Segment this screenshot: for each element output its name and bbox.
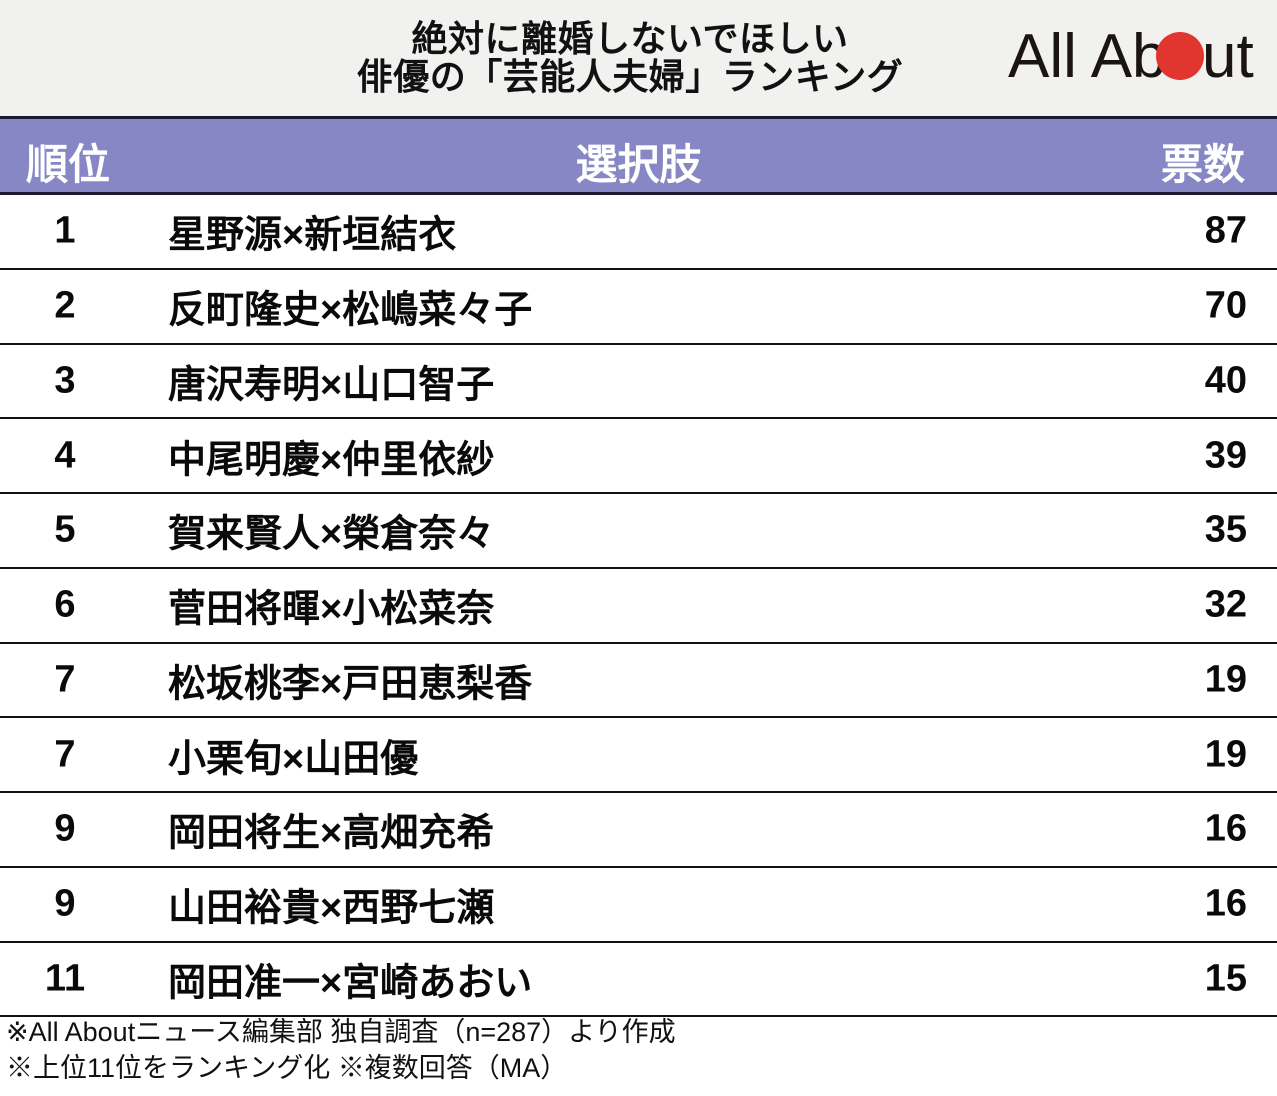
svg-text:ut: ut xyxy=(1202,22,1254,91)
svg-text:All Ab: All Ab xyxy=(1008,22,1167,91)
